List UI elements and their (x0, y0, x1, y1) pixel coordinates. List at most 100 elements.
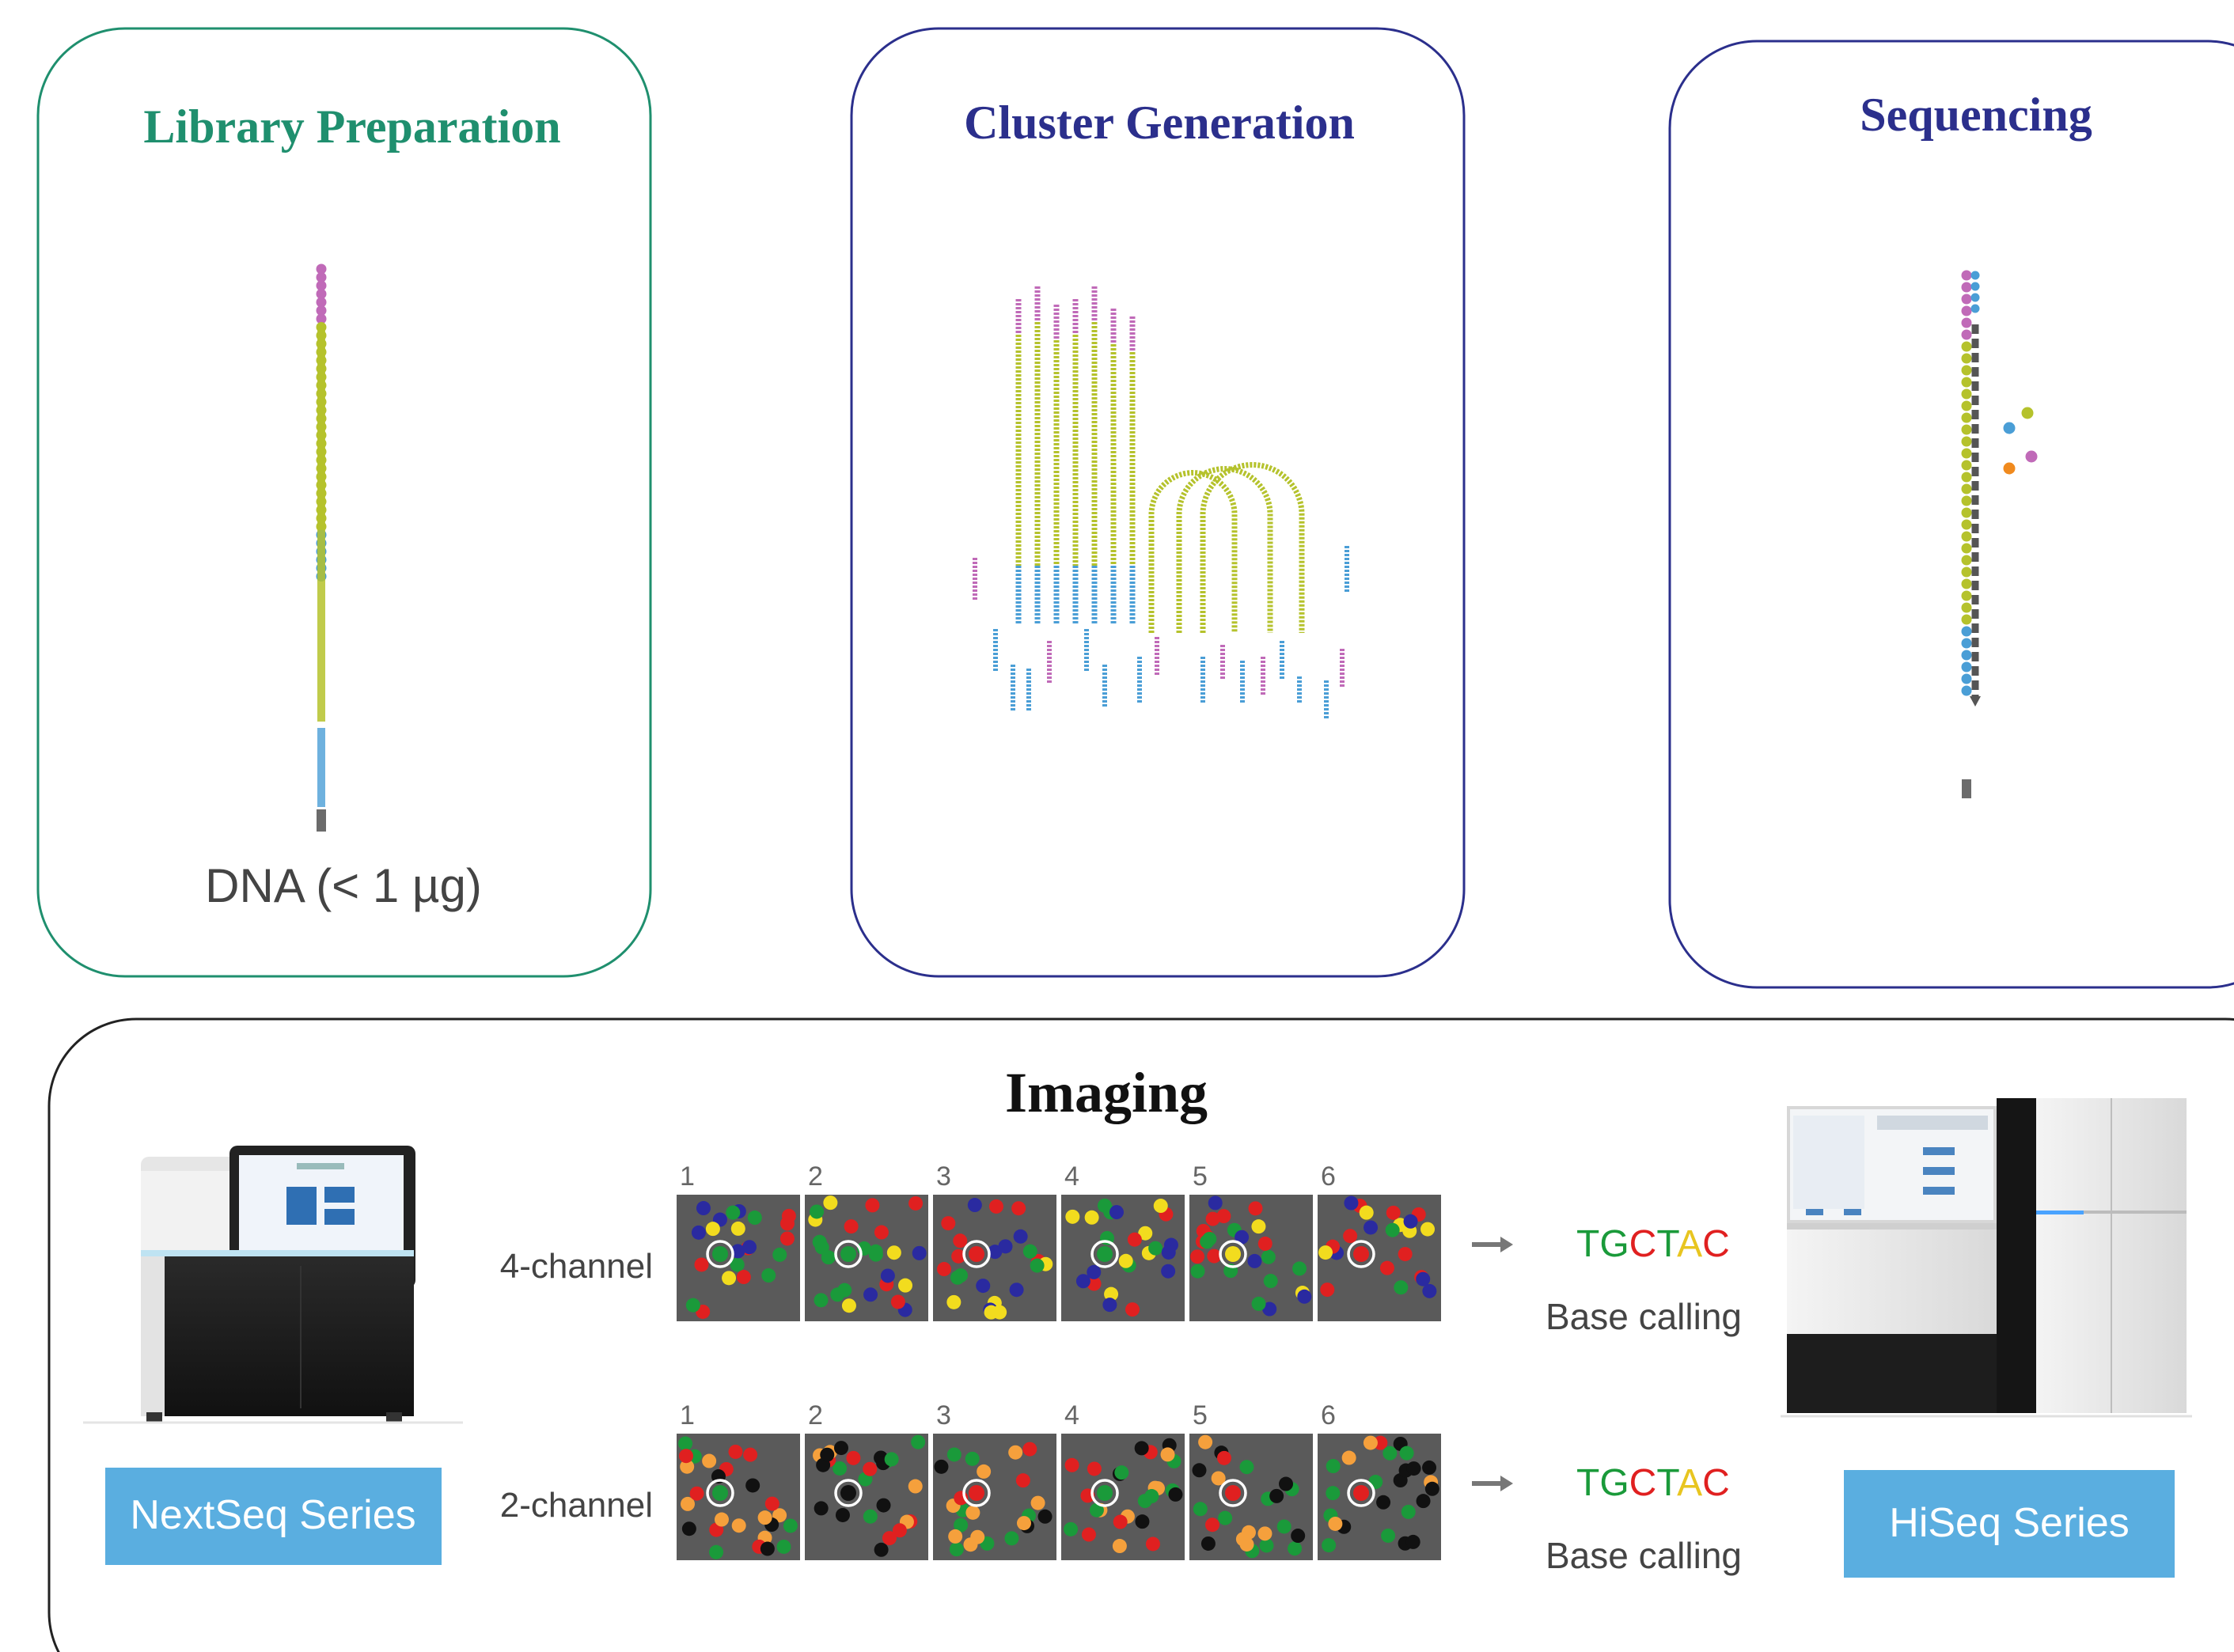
cluster-spot (898, 1278, 913, 1293)
cluster-spot (1239, 1536, 1254, 1552)
tracked-cluster-ring (1347, 1479, 1375, 1507)
cluster-spot (1376, 1495, 1391, 1510)
cluster-spot (1205, 1211, 1220, 1226)
template-bead (1961, 400, 1972, 411)
strand-bead (316, 263, 327, 275)
tracked-cluster-ring (706, 1479, 734, 1507)
hiseq-series-button[interactable]: HiSeq Series (1844, 1470, 2175, 1578)
cluster-spot (886, 1245, 901, 1260)
cluster-spot (1216, 1209, 1231, 1224)
called-sequence: TGCTAC (1576, 1462, 1730, 1504)
cycle-number: 2 (808, 1400, 823, 1430)
cluster-spot (1248, 1201, 1263, 1216)
template-bead (1961, 341, 1972, 352)
tracked-cluster (840, 1485, 856, 1501)
nextseq-series-button[interactable]: NextSeq Series (105, 1468, 442, 1565)
cluster-spot (1257, 1526, 1273, 1541)
cluster-spot (772, 1247, 787, 1262)
cluster-spot (1190, 1264, 1205, 1279)
free-nucleotide (2003, 422, 2016, 434)
cluster-spot (1216, 1450, 1231, 1465)
cluster-spot (1379, 1260, 1394, 1275)
cluster-spot (833, 1461, 848, 1476)
template-bead (1961, 317, 1972, 328)
cluster-spot (1161, 1264, 1176, 1279)
cluster-spot (814, 1293, 829, 1308)
cluster-spot (736, 1270, 751, 1285)
cycle-number: 1 (680, 1161, 695, 1192)
cluster-spot (1037, 1509, 1053, 1524)
cluster-spot (880, 1268, 895, 1283)
primer-bead (1970, 282, 1980, 291)
cluster-spot (1030, 1258, 1045, 1273)
cluster-spot (1297, 1289, 1312, 1304)
cluster-spot (1288, 1541, 1303, 1556)
cluster-spot (1381, 1528, 1396, 1543)
called-base: C (1702, 1462, 1730, 1504)
channel-label: 2-channel (500, 1486, 653, 1525)
template-bead (1961, 294, 1972, 305)
cluster-spot (742, 1240, 757, 1255)
tracked-cluster (840, 1246, 856, 1262)
cluster-spot (1075, 1274, 1090, 1289)
hiseq-instrument-image (1781, 1098, 2192, 1418)
library-panel-title: Library Preparation (143, 100, 560, 153)
cluster-spot (1269, 1488, 1284, 1503)
called-base: T (1656, 1462, 1679, 1504)
cycle-number: 6 (1321, 1400, 1336, 1430)
cluster-spot (814, 1240, 829, 1255)
template-bead (1961, 566, 1972, 578)
tracked-cluster (1225, 1485, 1241, 1501)
template-bead (1961, 377, 1972, 388)
cluster-spot (702, 1453, 717, 1468)
template-bead (1961, 448, 1972, 459)
cluster-spot (1022, 1244, 1037, 1259)
cluster-spot (680, 1459, 695, 1474)
cluster-spot (863, 1287, 878, 1302)
cluster-spot (820, 1447, 835, 1462)
cluster-spot (1145, 1536, 1160, 1552)
tracked-cluster (1225, 1246, 1241, 1262)
dna-strand (316, 263, 327, 832)
cluster-spot (1320, 1283, 1335, 1298)
cluster-spot (743, 1447, 758, 1462)
cluster-spot (1193, 1502, 1208, 1517)
cluster-spot (912, 1245, 927, 1260)
called-base: G (1599, 1223, 1629, 1265)
cluster-spot (1161, 1245, 1176, 1260)
base-calling-caption: Base calling (1546, 1535, 1742, 1576)
nextseq-series-label: NextSeq Series (130, 1492, 415, 1538)
hiseq-series-label: HiSeq Series (1889, 1500, 2129, 1546)
called-base: T (1576, 1462, 1599, 1504)
sequencing-illustration (1961, 270, 2038, 798)
template-bead (1961, 602, 1972, 613)
cluster-spot (946, 1447, 961, 1462)
cluster-spot (948, 1529, 963, 1544)
cluster-spot (1064, 1521, 1079, 1536)
template-bead (1961, 282, 1972, 293)
cluster-spot (1127, 1232, 1142, 1247)
cluster-spot (1211, 1471, 1226, 1486)
cluster-spot (1198, 1434, 1213, 1449)
cluster-spot (988, 1199, 1003, 1214)
cluster-spot (1192, 1463, 1207, 1478)
nextseq-instrument-image (83, 1146, 463, 1424)
cluster-spot (1004, 1531, 1019, 1546)
cluster-spot (874, 1225, 889, 1240)
cycle-number: 5 (1193, 1400, 1208, 1430)
insert-segment (317, 326, 325, 722)
cluster-spot (1278, 1476, 1293, 1491)
strand-stub (317, 809, 326, 832)
cycle-number: 3 (936, 1400, 951, 1430)
cycle-number: 6 (1321, 1161, 1336, 1192)
cluster-generation-panel: Cluster Generation (850, 27, 1466, 978)
cluster-spot (837, 1283, 852, 1298)
cluster-spot (1385, 1222, 1400, 1237)
primer-bead (1970, 293, 1980, 302)
template-bead (1961, 555, 1972, 566)
cluster-spot (1422, 1283, 1437, 1298)
cluster-spot (1135, 1514, 1150, 1529)
cycle-number: 4 (1064, 1400, 1079, 1430)
cluster-spot (1208, 1195, 1223, 1211)
